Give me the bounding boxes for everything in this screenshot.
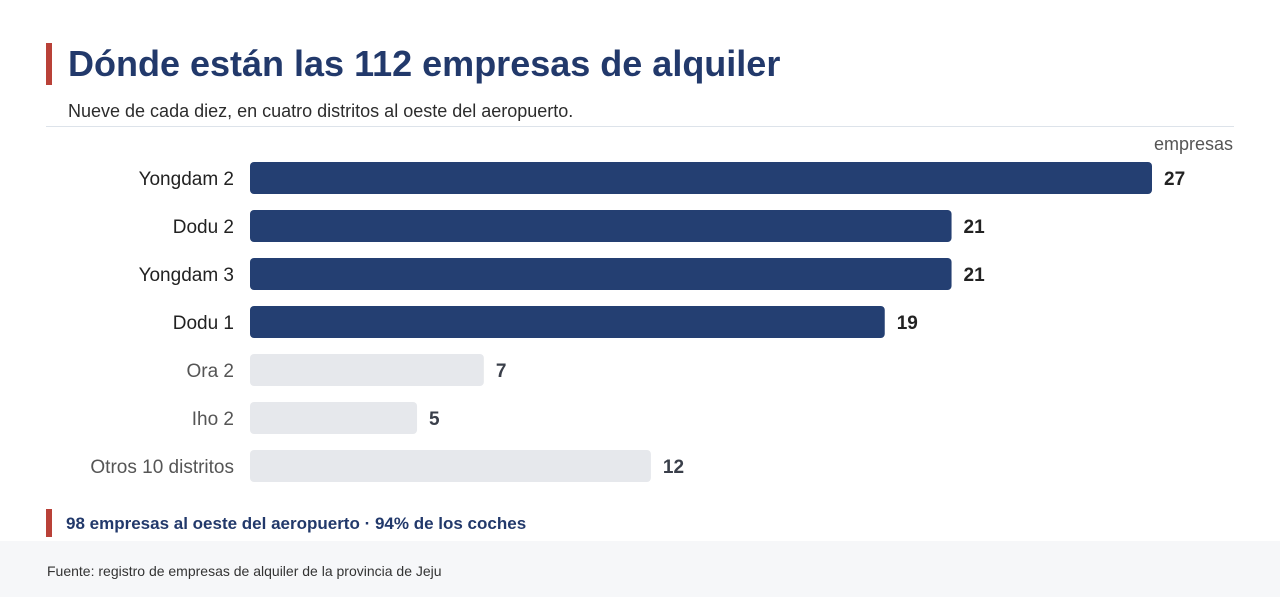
title-accent-bar: [46, 43, 52, 85]
source-note: Fuente: registro de empresas de alquiler…: [47, 563, 442, 579]
bar-chart: empresas Yongdam 2 27 Dodu 2 21 Yongdam 3 21 Do…: [0, 130, 1280, 500]
footer: Fuente: registro de empresas de alquiler…: [0, 541, 1280, 597]
category-label-ora-2: Ora 2: [186, 361, 234, 382]
bar-iho-2: [250, 402, 418, 434]
value-label-iho-2: 5: [429, 409, 440, 430]
callout-accent-bar: [46, 509, 52, 537]
summary-callout: 98 empresas al oeste del aeropuerto · 94…: [66, 514, 527, 533]
value-label-ora-2: 7: [496, 361, 507, 382]
category-label-iho-2: Iho 2: [192, 409, 234, 430]
value-label-dodu-2: 21: [964, 217, 986, 238]
header-divider: [46, 126, 1234, 127]
bar-dodu-2: [250, 210, 952, 242]
unit-label: empresas: [1154, 134, 1233, 154]
value-label-otros-10-distritos: 12: [663, 457, 684, 478]
value-label-yongdam-3: 21: [964, 265, 986, 286]
category-label-yongdam-2: Yongdam 2: [139, 169, 234, 190]
value-label-yongdam-2: 27: [1164, 169, 1185, 190]
bar-yongdam-2: [250, 162, 1152, 194]
category-label-dodu-1: Dodu 1: [173, 313, 234, 334]
chart-title: Dónde están las 112 empresas de alquiler: [68, 43, 781, 84]
bar-ora-2: [250, 354, 484, 386]
category-label-yongdam-3: Yongdam 3: [139, 265, 234, 286]
category-label-dodu-2: Dodu 2: [173, 217, 234, 238]
category-label-otros-10-distritos: Otros 10 distritos: [90, 457, 234, 478]
bar-yongdam-3: [250, 258, 952, 290]
bar-chart-svg: empresas Yongdam 2 27 Dodu 2 21 Yongdam 3 21 Do…: [90, 134, 1233, 482]
bar-dodu-1: [250, 306, 885, 338]
value-label-dodu-1: 19: [897, 313, 918, 334]
chart-subtitle: Nueve de cada diez, en cuatro distritos …: [68, 101, 574, 121]
bar-otros-10-distritos: [250, 450, 651, 482]
